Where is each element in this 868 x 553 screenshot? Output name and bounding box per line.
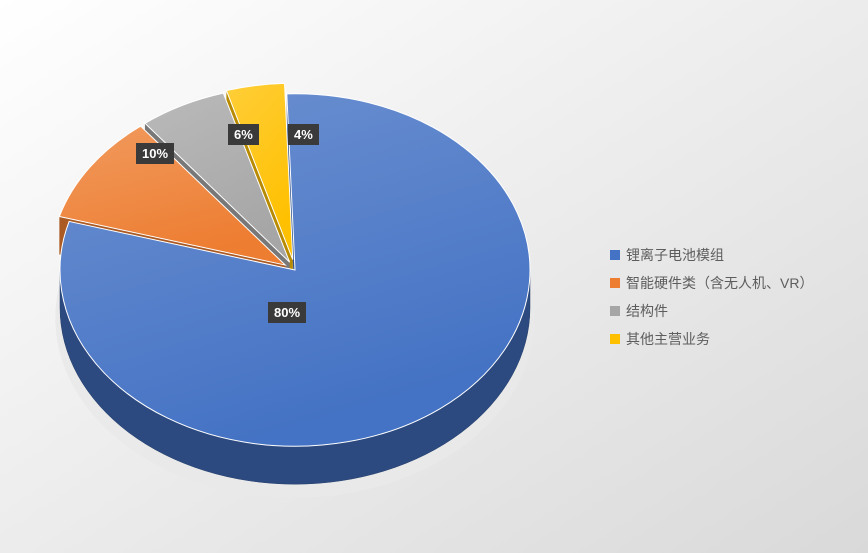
legend-item: 结构件 <box>610 301 813 321</box>
legend-label: 其他主营业务 <box>626 329 710 349</box>
legend-item: 智能硬件类（含无人机、VR） <box>610 273 813 293</box>
legend-label: 锂离子电池模组 <box>626 245 724 265</box>
data-label: 10% <box>136 143 174 164</box>
pie-plot-area <box>55 30 535 510</box>
legend-item: 其他主营业务 <box>610 329 813 349</box>
legend-swatch <box>610 250 620 260</box>
legend-swatch <box>610 334 620 344</box>
pie-svg <box>55 30 535 510</box>
legend-item: 锂离子电池模组 <box>610 245 813 265</box>
legend-swatch <box>610 306 620 316</box>
data-label: 6% <box>228 124 259 145</box>
pie-chart-3d: 80% 10% 6% 4% 锂离子电池模组智能硬件类（含无人机、VR） 结构件其他主营业… <box>0 0 868 553</box>
data-label: 80% <box>268 302 306 323</box>
data-label: 4% <box>288 124 319 145</box>
legend-label: 结构件 <box>626 301 668 321</box>
legend-swatch <box>610 278 620 288</box>
legend: 锂离子电池模组智能硬件类（含无人机、VR） 结构件其他主营业务 <box>610 245 813 357</box>
legend-label: 智能硬件类（含无人机、VR） <box>626 273 813 293</box>
